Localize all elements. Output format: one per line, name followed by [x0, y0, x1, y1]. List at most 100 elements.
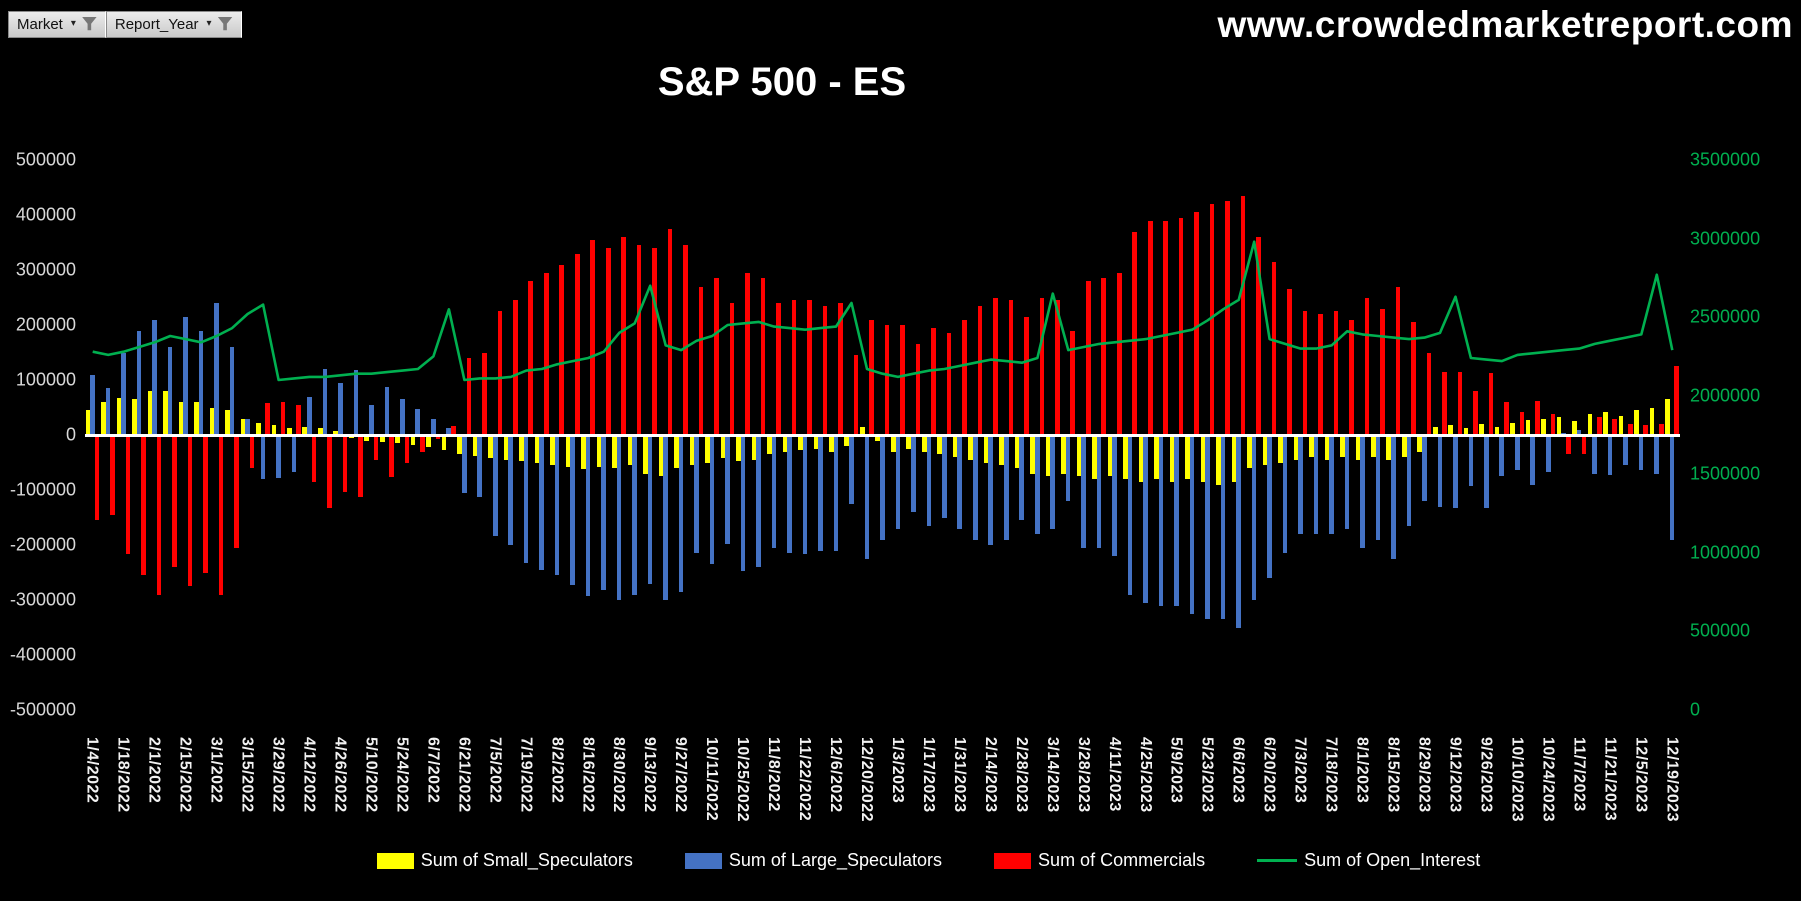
bar-small-speculators [890, 435, 896, 452]
x-axis-tick-label: 4/25/2023 [1136, 737, 1154, 813]
legend-item: Sum of Small_Speculators [376, 850, 633, 871]
bar-commercials [853, 355, 859, 435]
bar-commercials [1349, 319, 1354, 435]
bar-large-speculators [1391, 435, 1396, 559]
x-axis-tick-label: 5/10/2022 [362, 737, 380, 813]
bar-large-speculators [1236, 435, 1241, 628]
bar-large-speculators [229, 347, 235, 435]
bar-large-speculators [477, 435, 483, 497]
bar-large-speculators [1607, 435, 1613, 475]
bar-small-speculators [1045, 435, 1051, 477]
x-axis-tick-label: 2/14/2023 [981, 737, 999, 813]
bar-small-speculators [627, 435, 633, 466]
x-axis-tick-label: 1/31/2023 [950, 737, 968, 813]
bar-large-speculators [260, 435, 266, 479]
bar-large-speculators [1514, 435, 1520, 471]
bar-large-speculators [1143, 435, 1148, 603]
x-axis-tick-label: 12/6/2022 [827, 737, 845, 813]
bar-commercials [497, 311, 503, 435]
bar-commercials [482, 352, 487, 435]
report-year-filter-button[interactable]: Report_Year ▾ [105, 11, 242, 38]
website-watermark: www.crowdedmarketreport.com [1217, 4, 1793, 45]
bar-large-speculators [849, 435, 854, 504]
bar-commercials [1302, 311, 1308, 435]
bar-large-speculators [508, 435, 513, 545]
bar-large-speculators [1329, 435, 1334, 534]
bar-commercials [1596, 417, 1602, 435]
bar-commercials [125, 435, 131, 555]
market-filter-button[interactable]: Market ▾ [8, 11, 106, 38]
bar-commercials [1643, 425, 1649, 435]
bar-commercials [791, 300, 797, 435]
bar-commercials [884, 325, 890, 435]
bar-large-speculators [1251, 435, 1257, 600]
bar-small-speculators [720, 435, 726, 459]
bar-large-speculators [1468, 435, 1474, 486]
x-axis-tick-label: 3/15/2022 [238, 737, 256, 813]
bar-commercials [1024, 316, 1029, 435]
bar-commercials [296, 404, 301, 435]
bar-small-speculators [1138, 435, 1144, 482]
bar-small-speculators [271, 425, 277, 435]
bar-large-speculators [1406, 435, 1412, 526]
bar-commercials [1209, 204, 1215, 435]
bar-large-speculators [1003, 435, 1009, 540]
bar-commercials [1101, 278, 1107, 435]
y2-axis-tick-label: 1500000 [1690, 463, 1761, 484]
bar-large-speculators [307, 396, 312, 435]
bar-small-speculators [1401, 435, 1407, 457]
x-axis-tick-label: 10/25/2022 [734, 737, 752, 823]
bar-large-speculators [523, 435, 529, 563]
y-axis-tick-label: -200000 [9, 534, 76, 555]
bar-commercials [900, 325, 905, 435]
bar-commercials [621, 237, 626, 435]
bar-commercials [1674, 366, 1679, 435]
bar-large-speculators [740, 435, 746, 571]
bar-commercials [435, 435, 441, 440]
bar-large-speculators [430, 418, 436, 435]
bar-small-speculators [333, 430, 339, 435]
bar-commercials [1581, 435, 1587, 455]
bar-small-speculators [287, 428, 292, 435]
bar-commercials [776, 303, 781, 435]
bar-small-speculators [225, 410, 230, 435]
bar-small-speculators [1525, 419, 1531, 435]
bar-commercials [234, 435, 239, 548]
bar-commercials [172, 435, 177, 567]
bar-small-speculators [1479, 424, 1484, 435]
chart-title: S&P 500 - ES [657, 60, 907, 104]
x-axis-tick-label: 1/3/2023 [888, 737, 906, 804]
bar-commercials [698, 286, 704, 435]
bar-commercials [1426, 352, 1432, 435]
bar-small-speculators [751, 435, 757, 460]
bar-large-speculators [1360, 435, 1365, 548]
bar-large-speculators [709, 435, 715, 565]
bar-large-speculators [1050, 435, 1055, 529]
bar-large-speculators [1422, 435, 1427, 501]
bar-commercials [1380, 308, 1385, 435]
bar-small-speculators [1107, 435, 1113, 477]
bar-commercials [1163, 220, 1168, 435]
bar-small-speculators [426, 435, 431, 448]
bar-small-speculators [1216, 435, 1221, 485]
bar-commercials [311, 435, 317, 482]
bar-large-speculators [1205, 435, 1210, 620]
legend-label: Sum of Small_Speculators [420, 850, 633, 870]
bar-large-speculators [369, 404, 374, 435]
bar-small-speculators [829, 435, 834, 452]
bar-small-speculators [1092, 435, 1097, 479]
bar-small-speculators [968, 435, 973, 460]
bar-large-speculators [1545, 435, 1551, 473]
bar-small-speculators [1262, 435, 1268, 466]
x-axis-tick-label: 10/24/2023 [1539, 737, 1557, 823]
bar-small-speculators [1432, 426, 1438, 435]
x-axis-tick-label: 9/27/2022 [672, 737, 690, 813]
bar-small-speculators [581, 435, 586, 470]
x-axis-tick-label: 4/26/2022 [331, 737, 349, 813]
x-axis-tick-label: 1/17/2023 [919, 737, 937, 813]
bar-small-speculators [1355, 435, 1361, 460]
bar-small-speculators [1154, 435, 1159, 479]
bar-large-speculators [818, 435, 823, 551]
bar-commercials [559, 264, 565, 435]
